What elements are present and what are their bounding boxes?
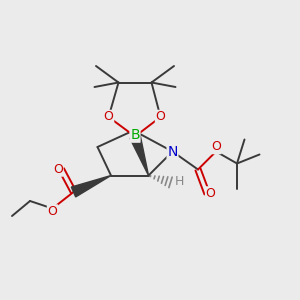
Text: O: O xyxy=(104,110,113,124)
Polygon shape xyxy=(130,135,148,176)
Text: O: O xyxy=(53,163,63,176)
Text: O: O xyxy=(48,205,57,218)
Text: O: O xyxy=(211,140,221,154)
Text: H: H xyxy=(174,175,184,188)
Text: O: O xyxy=(156,110,165,124)
Polygon shape xyxy=(71,176,111,197)
Text: N: N xyxy=(167,145,178,158)
Text: O: O xyxy=(206,187,215,200)
Text: B: B xyxy=(130,128,140,142)
